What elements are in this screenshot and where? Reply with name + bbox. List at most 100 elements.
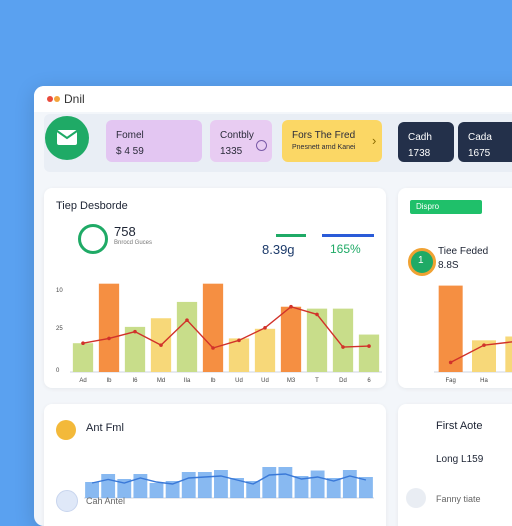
chart-bar[interactable] — [246, 481, 261, 498]
close-dot[interactable] — [47, 96, 53, 102]
series-point[interactable] — [289, 304, 293, 309]
tick-label: Ha — [480, 378, 488, 384]
stat-card-5[interactable]: Cada 1675 — [458, 122, 512, 162]
ring-value: 758 — [114, 224, 136, 239]
series-point[interactable] — [81, 341, 85, 345]
side-value: 8.8S — [438, 260, 459, 271]
chart-bar[interactable] — [262, 467, 277, 498]
chart-bar[interactable] — [358, 334, 380, 372]
chart-bar[interactable] — [214, 470, 228, 498]
series-point[interactable] — [448, 360, 453, 365]
card-title: Cadh — [408, 132, 432, 143]
card-value: 1738 — [408, 148, 431, 159]
chart-bar[interactable] — [278, 467, 293, 498]
series-point[interactable] — [211, 346, 215, 350]
panel-title: Ant Fml — [86, 422, 124, 434]
chart-bar[interactable] — [326, 478, 341, 498]
tick-label: Dd — [339, 378, 347, 384]
chart-bar[interactable] — [342, 470, 357, 498]
y-tick-label: 25 — [56, 326, 63, 332]
side-bar-chart: FagHaMp — [434, 285, 512, 384]
chart-bar[interactable] — [165, 481, 180, 498]
series-point[interactable] — [367, 344, 371, 348]
main-panel: Tiep Desborde 758 Bnrocd Guces 8.39g 165… — [44, 188, 386, 388]
panel-title: Tiep Desborde — [56, 200, 128, 212]
chart-bar[interactable] — [310, 470, 325, 499]
series-point[interactable] — [263, 326, 267, 330]
title-bar: Dnil — [34, 86, 512, 112]
chart-bar[interactable] — [359, 477, 373, 498]
stat-card-2[interactable]: Contbly 1335 — [210, 120, 272, 162]
metric-accent — [276, 234, 306, 237]
y-tick-label: 10 — [56, 288, 63, 294]
stat-card-1[interactable]: Fomel $ 4 59 — [106, 120, 202, 162]
chart-bar[interactable] — [133, 474, 148, 498]
series-point[interactable] — [341, 345, 345, 349]
metric-value-1: 8.39g — [262, 242, 295, 257]
panel-value: Long L159 — [436, 454, 484, 465]
chart-bar[interactable] — [438, 285, 463, 372]
chart-bar[interactable] — [181, 472, 196, 498]
chart-bar[interactable] — [505, 336, 512, 372]
minimize-dot[interactable] — [54, 96, 60, 102]
card-title: Fors The Fred — [292, 130, 356, 141]
chart-bar[interactable] — [124, 326, 146, 372]
stat-card-4[interactable]: Cadh 1738 — [398, 122, 454, 162]
card-value: 1335 — [220, 146, 243, 157]
chart-bar[interactable] — [72, 343, 94, 372]
tick-label: Ib — [106, 378, 112, 384]
tick-label: M3 — [287, 378, 296, 384]
chart-bar[interactable] — [332, 308, 354, 372]
chart-bar[interactable] — [117, 479, 132, 498]
series-point[interactable] — [159, 343, 163, 347]
y-tick-label: 0 — [56, 368, 60, 374]
chart-bar[interactable] — [306, 308, 328, 372]
series-line — [91, 473, 367, 485]
bottom-bar-chart: 0 — [70, 467, 374, 502]
mail-button[interactable] — [45, 116, 89, 160]
app-title: Dnil — [64, 92, 85, 106]
progress-ring — [78, 224, 108, 254]
footer-label: Fanny tiate — [436, 494, 481, 504]
chart-bar[interactable] — [280, 306, 302, 372]
chart-bar[interactable] — [294, 476, 309, 498]
chevron-right-icon[interactable]: › — [372, 133, 377, 148]
series-point[interactable] — [482, 343, 486, 347]
series-point[interactable] — [315, 312, 319, 317]
card-title: Cada — [468, 132, 492, 143]
chart-bar[interactable] — [197, 472, 212, 498]
avatar[interactable] — [406, 488, 426, 508]
metric-value-2: 165% — [330, 242, 361, 256]
tick-label: T — [315, 378, 319, 384]
card-title: Fomel — [116, 130, 144, 141]
mail-icon — [57, 130, 77, 145]
series-point[interactable] — [237, 338, 241, 343]
tick-label: Ud — [261, 378, 269, 384]
avatar[interactable] — [56, 490, 78, 512]
tick-label: IIa — [184, 378, 191, 384]
chart-bar[interactable] — [85, 482, 99, 498]
tick-label: Fag — [445, 378, 455, 384]
ring-label: 1 — [418, 255, 424, 266]
chart-bar[interactable] — [228, 338, 250, 372]
chart-bar[interactable] — [149, 483, 164, 498]
chart-bar[interactable] — [202, 283, 224, 372]
series-point[interactable] — [107, 336, 111, 341]
side-panel: Dispro 1 Tiee Feded 8.8S FagHaMp — [398, 188, 512, 388]
stat-card-3[interactable]: Fors The Fred Pnesnett arnd Kanei › — [282, 120, 382, 162]
chart-bar[interactable] — [230, 478, 244, 498]
series-point[interactable] — [185, 318, 189, 322]
filter-pill[interactable]: Dispro — [410, 200, 482, 214]
tick-label: Md — [157, 378, 165, 384]
side-ring: 1 — [408, 248, 436, 276]
chart-bar[interactable] — [254, 328, 276, 372]
app-window: Dnil Fomel $ 4 59 Contbly 1335 Fors The … — [34, 86, 512, 526]
tick-label: 6 — [367, 378, 371, 384]
side-title: Tiee Feded — [438, 246, 489, 257]
chart-bar[interactable] — [98, 283, 120, 372]
series-point[interactable] — [133, 329, 137, 334]
chart-bar[interactable] — [176, 301, 198, 372]
chart-bar[interactable] — [101, 474, 116, 498]
bottom-side-panel: First Aote Long L159 Fanny tiate — [398, 404, 512, 526]
ring-subtitle: Bnrocd Guces — [114, 240, 153, 246]
